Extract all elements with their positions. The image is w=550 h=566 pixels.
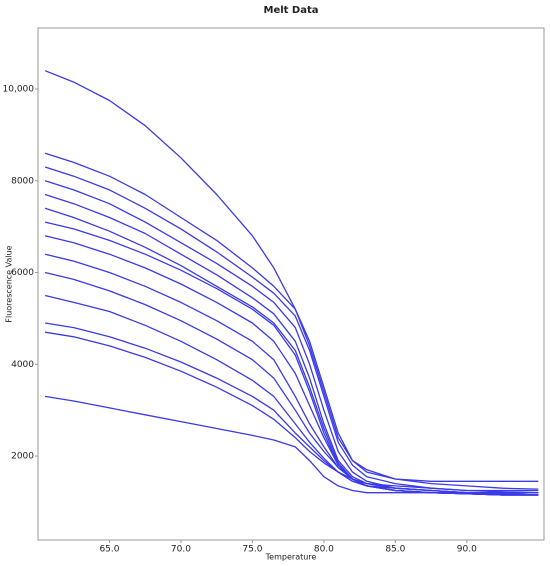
x-axis-label: Temperature [265,553,317,562]
y-tick-label: 10,000 [3,85,35,95]
melt-curve [44,152,539,482]
melt-curve [44,294,539,496]
x-tick-label: 70.0 [171,545,191,555]
melt-curve [44,70,539,490]
x-tick-label: 65.0 [99,545,119,555]
plot-frame [37,27,545,541]
melt-curve [44,221,539,496]
melt-curve [44,193,539,496]
chart-title: Melt Data [264,5,319,16]
y-tick-label: 8000 [11,176,34,186]
melt-curve [44,180,539,496]
x-tick-label: 85.0 [385,545,405,555]
melt-curve [44,395,539,494]
y-tick-label: 4000 [11,360,34,370]
melt-curve [44,207,539,496]
x-tick-label: 75.0 [242,545,262,555]
y-tick-label: 6000 [11,268,34,278]
melt-curve [44,235,539,496]
y-axis-label: Fluorescence Value [5,245,14,322]
x-tick-label: 80.0 [314,545,334,555]
melt-curve [44,166,539,494]
melt-curve [44,322,539,494]
x-tick-label: 90.0 [457,545,477,555]
y-tick-label: 2000 [11,452,34,462]
melt-curve [44,253,539,496]
melt-curve [44,331,539,492]
